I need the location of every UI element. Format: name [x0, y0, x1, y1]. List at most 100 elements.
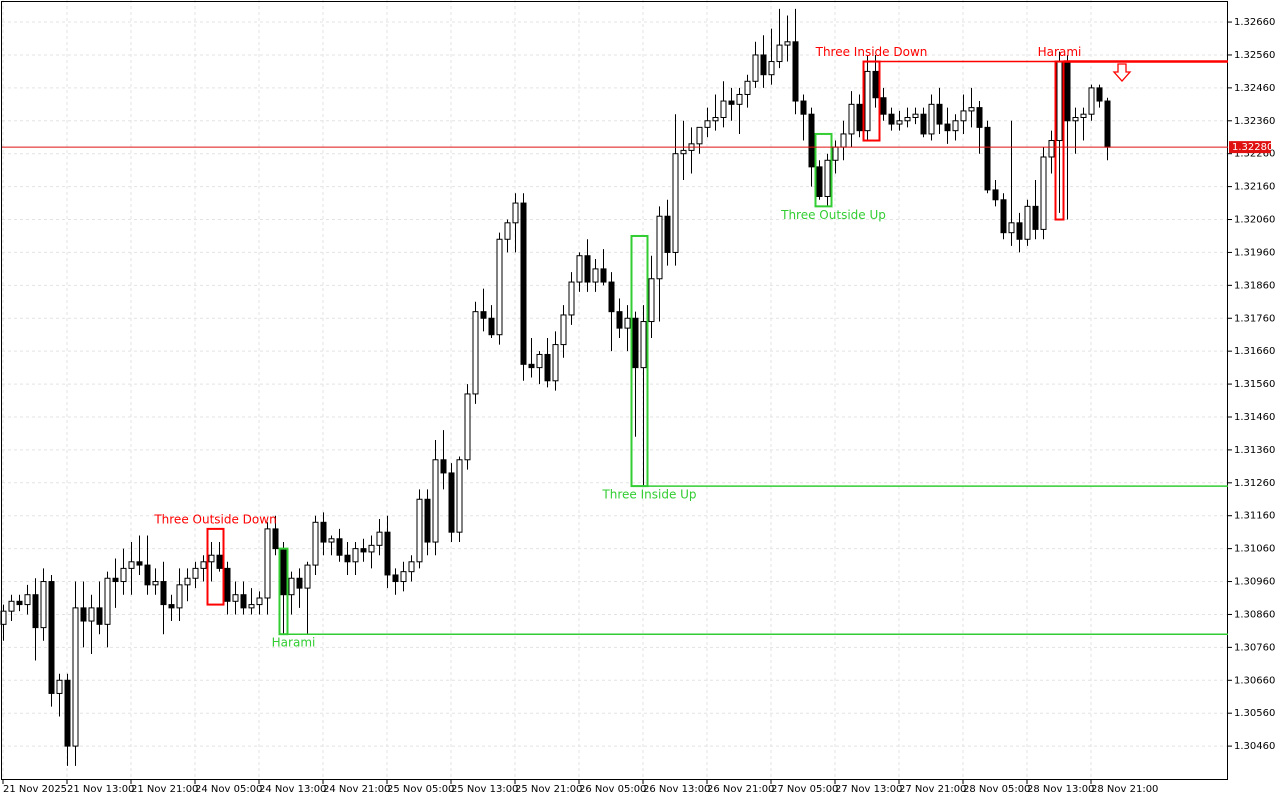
candle-body	[840, 133, 847, 148]
candle-body	[376, 531, 383, 546]
candle-body	[496, 238, 503, 336]
candle-body	[320, 521, 327, 543]
pattern-label: Harami	[272, 636, 316, 650]
candle-body	[264, 528, 271, 599]
candle-body	[640, 321, 647, 369]
pattern-box	[206, 527, 225, 606]
candle-body	[448, 472, 455, 533]
candle-body	[1064, 61, 1071, 122]
pattern-box	[278, 547, 289, 636]
y-tick-label: 1.31760	[1234, 313, 1275, 324]
y-tick-label: 1.31660	[1234, 346, 1275, 357]
candle-body	[944, 123, 951, 132]
candle-body	[104, 577, 111, 625]
y-tick-label: 1.32260	[1234, 149, 1275, 160]
x-tick-label: 25 Nov 21:00	[515, 784, 582, 795]
candle-body	[936, 103, 943, 125]
candle-body	[736, 93, 743, 105]
candle-body	[672, 153, 679, 253]
candle-body	[528, 363, 535, 369]
last-price-label: 1.32280	[1232, 142, 1273, 153]
candle-body	[32, 594, 39, 629]
candle-body	[728, 100, 735, 105]
pattern-label: Three Inside Down	[815, 45, 928, 59]
candle-body	[424, 498, 431, 543]
pattern-box	[814, 132, 833, 208]
candle-body	[800, 100, 807, 115]
grid	[2, 0, 1228, 780]
candle-body	[464, 393, 471, 461]
y-tick-label: 1.31260	[1234, 478, 1275, 489]
x-tick-label: 24 Nov 13:00	[259, 784, 326, 795]
candle-body	[8, 600, 15, 612]
candle-body	[568, 281, 575, 316]
candle-body	[304, 564, 311, 589]
candle-body	[824, 159, 831, 197]
candle-body	[312, 521, 319, 566]
candle-body	[232, 594, 239, 602]
candle-body	[1048, 140, 1055, 158]
candle-body	[784, 41, 791, 46]
candle-body	[272, 528, 279, 550]
y-tick-label: 1.30460	[1234, 741, 1275, 752]
candle-body	[632, 317, 639, 369]
candle-body	[776, 44, 783, 63]
x-tick-label: 25 Nov 05:00	[387, 784, 454, 795]
candle-body	[440, 459, 447, 474]
candle-body	[768, 61, 775, 76]
candle-body	[216, 554, 223, 569]
x-tick-label: 21 Nov 21:00	[131, 784, 198, 795]
candle-body	[200, 561, 207, 569]
candle-body	[88, 607, 95, 622]
sell-signal-arrow	[1112, 63, 1132, 82]
candle-body	[696, 126, 703, 145]
candle-body	[536, 353, 543, 369]
y-tick-label: 1.31860	[1234, 280, 1275, 291]
candle-body	[112, 577, 119, 583]
candle-body	[520, 202, 527, 365]
candle-body	[120, 567, 127, 583]
candle-body	[792, 41, 799, 102]
candle-body	[960, 110, 967, 122]
candle-body	[96, 607, 103, 625]
candle-body	[56, 679, 63, 694]
candle-body	[992, 189, 999, 201]
candle-body	[816, 166, 823, 197]
candle-body	[168, 604, 175, 609]
candle-body	[880, 97, 887, 115]
pattern-label: Three Inside Up	[601, 488, 696, 502]
candle-body	[904, 116, 911, 122]
pattern-box	[862, 60, 881, 142]
y-tick-label: 1.32160	[1234, 182, 1275, 193]
candle-body	[280, 548, 287, 596]
candle-body	[1088, 87, 1095, 115]
x-tick-label: 21 Nov 13:00	[67, 784, 134, 795]
y-tick-label: 1.30560	[1234, 708, 1275, 719]
candle-body	[296, 577, 303, 589]
candle-body	[576, 255, 583, 283]
x-tick-label: 24 Nov 21:00	[323, 784, 390, 795]
candle-body	[808, 113, 815, 168]
candle-body	[144, 564, 151, 586]
candle-body	[408, 561, 415, 573]
y-tick-label: 1.32560	[1234, 50, 1275, 61]
candle-body	[888, 113, 895, 125]
candle-body	[832, 146, 839, 161]
candle-body	[1016, 222, 1023, 240]
candle-body	[176, 584, 183, 609]
x-tick-label: 26 Nov 21:00	[707, 784, 774, 795]
candle-body	[544, 353, 551, 382]
candle-body	[40, 581, 47, 629]
plot-border	[1, 1, 1228, 780]
candle-body	[80, 607, 87, 622]
candle-body	[336, 538, 343, 556]
candle-body	[952, 120, 959, 132]
candle-body	[480, 311, 487, 319]
candle-body	[352, 548, 359, 563]
candle-body	[552, 344, 559, 382]
candle-body	[128, 561, 135, 569]
candle-body	[648, 278, 655, 323]
candle-body	[1104, 100, 1111, 148]
x-tick-label: 25 Nov 13:00	[451, 784, 518, 795]
